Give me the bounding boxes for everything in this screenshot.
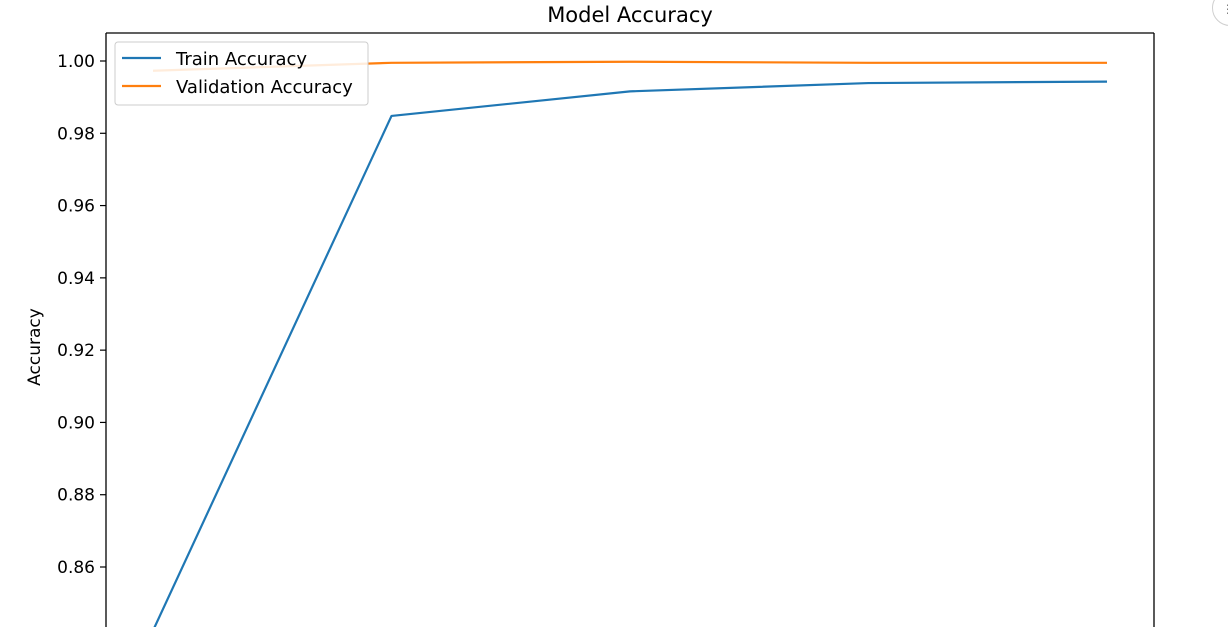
chart-title: Model Accuracy	[547, 3, 713, 27]
y-tick-label: 0.94	[57, 269, 95, 289]
data-point	[1106, 62, 1108, 64]
data-point	[1106, 81, 1108, 83]
legend-box	[114, 41, 369, 106]
y-tick-label: 0.96	[57, 197, 95, 217]
data-point	[391, 62, 393, 64]
y-axis-label: Accuracy	[25, 308, 45, 386]
y-tick-label: 0.98	[57, 124, 95, 144]
y-tick-label: 0.86	[57, 558, 95, 578]
legend-label-0: Train Accuracy	[175, 49, 307, 70]
data-point	[868, 62, 870, 64]
more-options-icon: ⋮	[1222, 2, 1228, 16]
legend: Train Accuracy Validation Accuracy	[114, 41, 369, 106]
data-point	[629, 61, 631, 63]
data-point	[629, 90, 631, 92]
series-layer	[152, 60, 1108, 627]
series-line-0	[153, 80, 1108, 627]
data-point	[868, 82, 870, 84]
y-axis-ticks: 0.86 0.88 0.90 0.92 0.94 0.96 0.98 1.00	[57, 52, 106, 578]
y-tick-label: 1.00	[57, 52, 95, 72]
legend-label-1: Validation Accuracy	[176, 77, 353, 98]
y-tick-label: 0.90	[57, 413, 95, 433]
data-point	[391, 115, 393, 117]
y-tick-label: 0.92	[57, 341, 95, 361]
y-tick-label: 0.88	[57, 486, 95, 506]
